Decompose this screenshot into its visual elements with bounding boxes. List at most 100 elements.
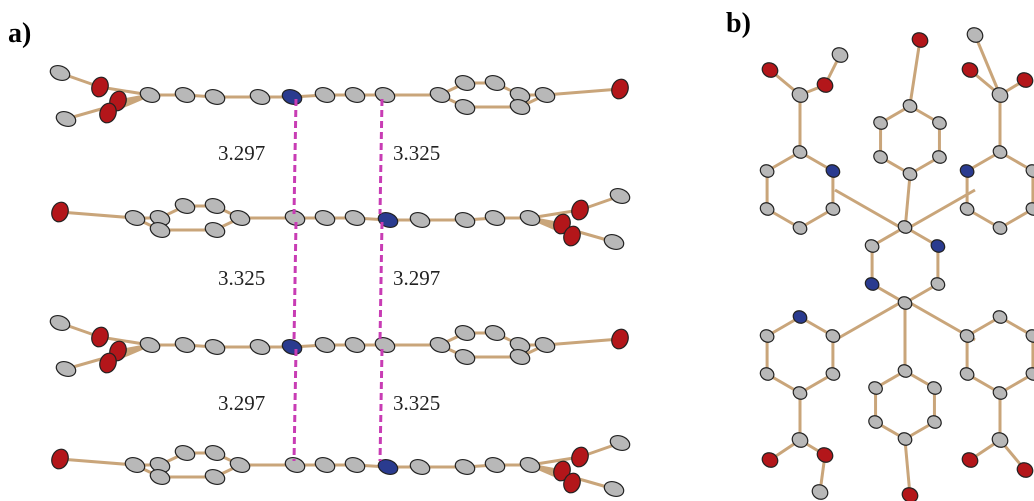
atom: [991, 308, 1009, 325]
atom: [203, 196, 227, 216]
atom: [313, 335, 337, 355]
atom: [408, 210, 432, 230]
atom: [758, 162, 776, 179]
bond: [60, 459, 135, 465]
atom: [815, 75, 836, 95]
atom: [896, 218, 914, 235]
atom: [54, 359, 78, 379]
atom: [228, 208, 252, 228]
atom: [248, 87, 272, 107]
atom: [453, 210, 477, 230]
bond: [545, 339, 620, 345]
atom: [929, 237, 947, 254]
atom: [863, 237, 881, 254]
bond: [835, 190, 905, 230]
atom: [1015, 70, 1034, 90]
contact-line: [380, 349, 382, 461]
atom: [373, 85, 397, 105]
atom: [830, 45, 851, 65]
atom: [958, 327, 976, 344]
distance-label: 3.297: [218, 141, 265, 165]
atom: [602, 232, 626, 252]
distance-label: 3.325: [393, 391, 440, 415]
atom: [925, 379, 943, 396]
atom: [791, 308, 809, 325]
distance-label: 3.297: [218, 391, 265, 415]
atom: [608, 433, 632, 453]
atom: [863, 275, 881, 292]
atom: [428, 335, 452, 355]
atom: [824, 327, 842, 344]
atom: [896, 362, 914, 379]
atom: [866, 413, 884, 430]
panel-label: a): [8, 18, 31, 49]
atom: [760, 450, 781, 470]
atom: [602, 479, 626, 499]
atom: [824, 365, 842, 382]
atom: [123, 208, 147, 228]
atom: [48, 63, 72, 83]
atom: [173, 443, 197, 463]
atom: [533, 85, 557, 105]
distance-label: 3.325: [393, 141, 440, 165]
atom: [203, 467, 227, 487]
atom: [453, 323, 477, 343]
atom: [791, 219, 809, 236]
atom: [901, 165, 919, 182]
atom: [313, 455, 337, 475]
atom: [791, 384, 809, 401]
bond: [545, 89, 620, 95]
bond: [905, 440, 910, 495]
atom: [608, 186, 632, 206]
atom: [54, 109, 78, 129]
atom: [896, 294, 914, 311]
atom: [871, 148, 889, 165]
atom: [453, 457, 477, 477]
atom: [609, 327, 631, 351]
atom: [203, 220, 227, 240]
atom: [930, 114, 948, 131]
atom: [790, 430, 811, 450]
atom: [533, 335, 557, 355]
atom: [758, 327, 776, 344]
bond: [910, 40, 920, 105]
atom: [910, 30, 931, 50]
figure: a) b) 3.2973.3253.3253.2973.2973.325: [0, 0, 1034, 501]
atom: [483, 208, 507, 228]
atom: [758, 200, 776, 217]
atom: [453, 347, 477, 367]
atom: [958, 365, 976, 382]
atom: [343, 335, 367, 355]
atom: [930, 148, 948, 165]
atom: [173, 335, 197, 355]
distance-label: 3.325: [218, 266, 265, 290]
bond: [835, 300, 905, 340]
atom: [518, 208, 542, 228]
atom: [49, 447, 71, 471]
atom: [901, 97, 919, 114]
atom: [428, 85, 452, 105]
atom: [138, 85, 162, 105]
atom: [991, 143, 1009, 160]
atom: [173, 85, 197, 105]
atom: [824, 200, 842, 217]
atom: [89, 325, 111, 349]
atom: [758, 365, 776, 382]
atom: [138, 335, 162, 355]
atom: [609, 77, 631, 101]
atom: [958, 200, 976, 217]
atom: [203, 87, 227, 107]
atom: [248, 337, 272, 357]
atom: [408, 457, 432, 477]
atom: [173, 196, 197, 216]
contact-line: [294, 99, 296, 214]
atom: [280, 87, 304, 107]
atom: [123, 455, 147, 475]
contact-line: [294, 222, 296, 341]
atom: [815, 445, 836, 465]
atom: [871, 114, 889, 131]
atom: [960, 450, 981, 470]
atom: [824, 162, 842, 179]
atom: [991, 384, 1009, 401]
atom: [373, 335, 397, 355]
